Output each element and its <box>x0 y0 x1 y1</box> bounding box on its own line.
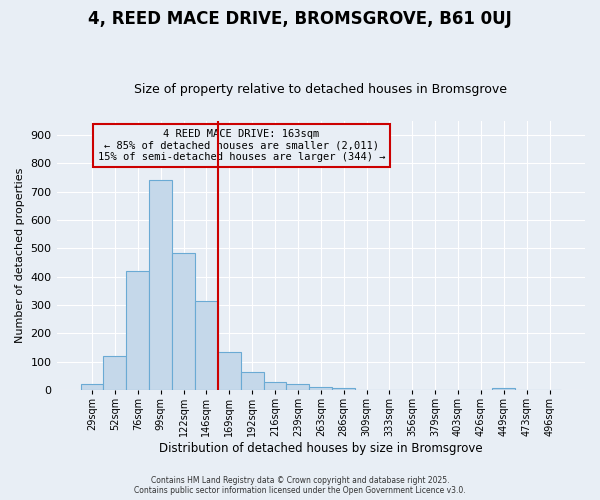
Bar <box>103 356 127 390</box>
Y-axis label: Number of detached properties: Number of detached properties <box>15 168 25 343</box>
Text: 4 REED MACE DRIVE: 163sqm
← 85% of detached houses are smaller (2,011)
15% of se: 4 REED MACE DRIVE: 163sqm ← 85% of detac… <box>98 129 385 162</box>
X-axis label: Distribution of detached houses by size in Bromsgrove: Distribution of detached houses by size … <box>159 442 482 455</box>
Bar <box>310 386 332 390</box>
Title: Size of property relative to detached houses in Bromsgrove: Size of property relative to detached ho… <box>134 83 507 96</box>
Bar <box>195 300 218 390</box>
Bar <box>493 388 515 390</box>
Bar <box>80 384 103 390</box>
Bar <box>149 180 172 390</box>
Text: 4, REED MACE DRIVE, BROMSGROVE, B61 0UJ: 4, REED MACE DRIVE, BROMSGROVE, B61 0UJ <box>88 10 512 28</box>
Text: Contains HM Land Registry data © Crown copyright and database right 2025.
Contai: Contains HM Land Registry data © Crown c… <box>134 476 466 495</box>
Bar <box>241 372 263 390</box>
Bar <box>286 384 310 390</box>
Bar <box>263 382 286 390</box>
Bar <box>127 271 149 390</box>
Bar <box>332 388 355 390</box>
Bar <box>172 253 195 390</box>
Bar <box>218 352 241 390</box>
